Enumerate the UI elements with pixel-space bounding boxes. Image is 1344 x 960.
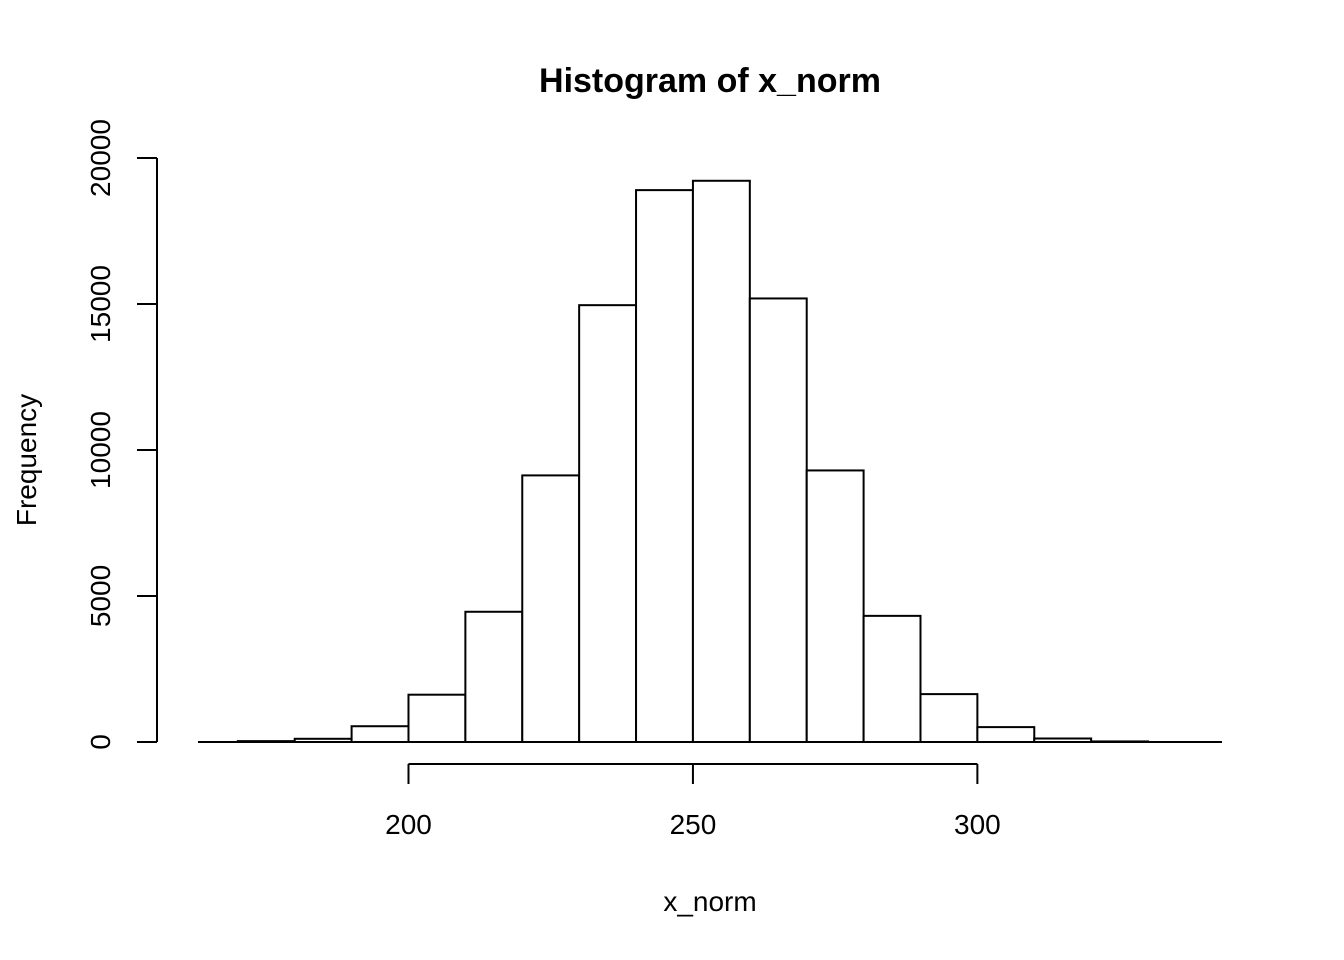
histogram-bars	[236, 179, 1150, 744]
histogram-bar	[805, 469, 865, 743]
y-axis-label: Frequency	[11, 394, 42, 526]
y-tick-label: 0	[85, 734, 116, 750]
histogram-bar	[919, 693, 979, 743]
x-tick-label: 250	[670, 809, 717, 840]
histogram-bar	[691, 179, 751, 743]
x-tick-label: 300	[954, 809, 1001, 840]
x-axis: 200 250 300	[385, 763, 1001, 840]
histogram-bar	[464, 610, 524, 743]
y-tick-label: 5000	[85, 565, 116, 627]
y-tick-label: 10000	[85, 411, 116, 489]
y-axis: 0 5000 10000 15000 20000	[85, 119, 158, 750]
y-tick-label: 20000	[85, 119, 116, 197]
histogram-bar	[748, 297, 808, 743]
chart-title: Histogram of x_norm	[539, 62, 881, 100]
histogram-bar	[407, 693, 467, 743]
histogram-bar	[578, 304, 638, 743]
x-axis-label: x_norm	[663, 886, 756, 917]
histogram-bar	[976, 726, 1036, 743]
histogram-bar	[635, 189, 694, 743]
histogram-bar	[862, 614, 922, 744]
histogram-bar	[350, 725, 410, 743]
y-tick-label: 15000	[85, 265, 116, 343]
histogram-bar	[521, 474, 581, 743]
x-tick-label: 200	[385, 809, 432, 840]
